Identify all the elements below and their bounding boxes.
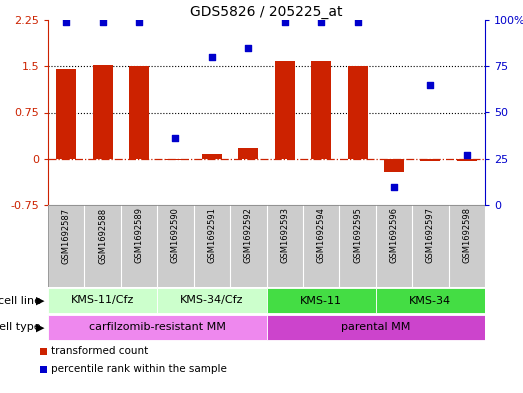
Bar (93, 65, 112, 159)
Text: GSM1692593: GSM1692593 (280, 208, 289, 263)
Bar (48, 205, 84, 287)
Bar (376, 288, 485, 313)
Bar (84, 205, 121, 287)
Text: parental MM: parental MM (341, 323, 411, 332)
Text: GSM1692587: GSM1692587 (62, 208, 71, 264)
Text: KMS-34: KMS-34 (410, 296, 451, 305)
Bar (48, 315, 267, 340)
Bar (303, 205, 339, 287)
Bar (48, 288, 157, 313)
Text: KMS-34/Cfz: KMS-34/Cfz (180, 296, 244, 305)
Bar (384, 159, 404, 172)
Bar (40, 366, 47, 373)
Point (390, 184, 398, 190)
Bar (449, 205, 485, 287)
Point (208, 54, 216, 60)
Text: ▶: ▶ (36, 323, 44, 332)
Bar (311, 61, 331, 159)
Point (171, 135, 179, 141)
Text: cell line: cell line (0, 296, 44, 305)
Bar (420, 159, 440, 161)
Text: carfilzomib-resistant MM: carfilzomib-resistant MM (89, 323, 226, 332)
Text: cell type: cell type (0, 323, 44, 332)
Point (135, 19, 143, 25)
Text: GSM1692597: GSM1692597 (426, 208, 435, 263)
Point (98, 19, 107, 25)
Title: GDS5826 / 205225_at: GDS5826 / 205225_at (190, 5, 343, 19)
Text: KMS-11/Cfz: KMS-11/Cfz (71, 296, 134, 305)
Point (280, 19, 289, 25)
Text: GSM1692590: GSM1692590 (171, 208, 180, 263)
Bar (457, 159, 477, 161)
Bar (194, 205, 230, 287)
Bar (267, 315, 485, 340)
Bar (275, 61, 295, 159)
Point (62, 19, 71, 25)
Point (354, 19, 362, 25)
Bar (157, 288, 267, 313)
Bar (267, 205, 303, 287)
Bar (347, 66, 368, 159)
Bar (165, 159, 186, 160)
Point (317, 19, 325, 25)
Bar (238, 148, 258, 159)
Text: GSM1692591: GSM1692591 (208, 208, 217, 263)
Text: ▶: ▶ (36, 296, 44, 305)
Text: GSM1692594: GSM1692594 (316, 208, 326, 263)
Bar (202, 154, 222, 159)
Bar (412, 205, 449, 287)
Bar (339, 205, 376, 287)
Text: GSM1692596: GSM1692596 (390, 208, 399, 263)
Text: GSM1692588: GSM1692588 (98, 208, 107, 264)
Point (244, 45, 253, 51)
Point (463, 152, 471, 158)
Text: GSM1692589: GSM1692589 (134, 208, 143, 263)
Bar (40, 348, 47, 355)
Text: GSM1692595: GSM1692595 (353, 208, 362, 263)
Bar (129, 66, 149, 159)
Bar (230, 205, 267, 287)
Text: transformed count: transformed count (51, 347, 148, 356)
Bar (267, 288, 376, 313)
Text: GSM1692598: GSM1692598 (462, 208, 471, 263)
Bar (56, 69, 76, 159)
Text: GSM1692592: GSM1692592 (244, 208, 253, 263)
Bar (121, 205, 157, 287)
Text: percentile rank within the sample: percentile rank within the sample (51, 364, 227, 375)
Point (426, 82, 435, 88)
Bar (376, 205, 412, 287)
Text: KMS-11: KMS-11 (300, 296, 342, 305)
Bar (157, 205, 194, 287)
